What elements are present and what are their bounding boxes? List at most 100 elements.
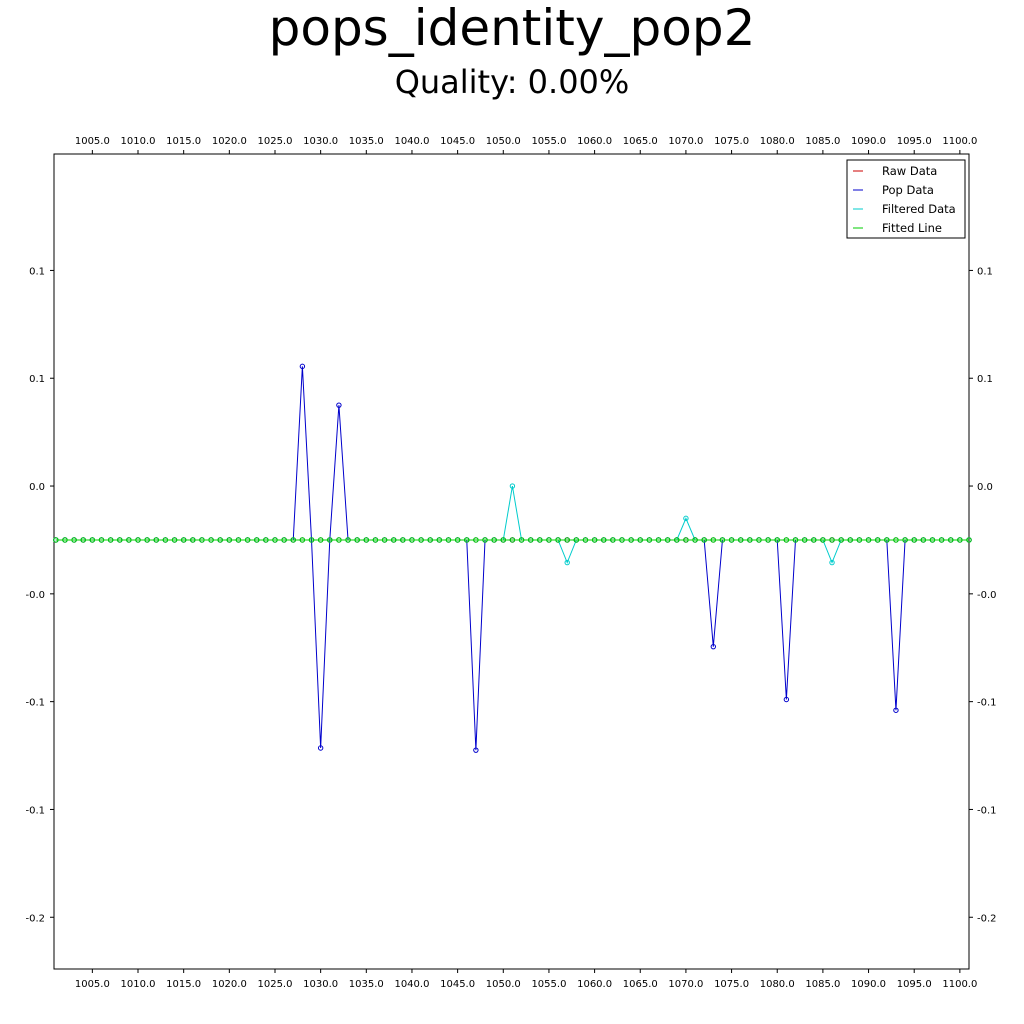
x-tick-label-top: 1055.0 [531, 136, 566, 147]
data-point-fitted-line [281, 537, 287, 543]
legend: Raw Data Pop Data Filtered Data Fitted Line [846, 159, 966, 239]
data-point-filtered-data [683, 515, 689, 522]
data-point-fitted-line [327, 537, 333, 543]
data-point-fitted-line [464, 537, 470, 543]
data-point-pop-data [299, 363, 306, 370]
data-point-fitted-line [53, 537, 59, 543]
data-point-fitted-line [71, 537, 77, 543]
data-point-fitted-line [820, 537, 826, 543]
x-tick-label-bottom: 1095.0 [897, 979, 932, 990]
data-point-fitted-line [153, 537, 159, 543]
data-point-fitted-line [792, 537, 799, 543]
data-point-filtered-data [829, 559, 835, 566]
x-tick-label-bottom: 1065.0 [623, 979, 658, 990]
y-tick-label-right: -0.1 [977, 698, 997, 709]
data-point-fitted-line [190, 537, 196, 543]
data-point-fitted-line [701, 537, 707, 543]
data-point-fitted-line [591, 537, 598, 543]
x-tick-label-top: 1095.0 [897, 136, 932, 147]
legend-label: Pop Data [882, 183, 934, 197]
data-point-fitted-line [829, 537, 835, 543]
x-tick-label-bottom: 1070.0 [668, 979, 703, 990]
x-tick-label-bottom: 1055.0 [531, 979, 566, 990]
data-point-fitted-line [445, 537, 452, 543]
data-point-fitted-line [774, 537, 780, 543]
y-tick-label-left: -0.0 [25, 590, 45, 601]
x-tick-label-top: 1050.0 [486, 136, 521, 147]
data-point-fitted-line [555, 537, 561, 543]
data-point-fitted-line [107, 537, 114, 543]
data-point-fitted-line [874, 537, 881, 543]
data-point-fitted-line [363, 537, 370, 543]
data-point-pop-data [317, 745, 324, 751]
x-tick-label-top: 1060.0 [577, 136, 612, 147]
data-point-fitted-line [117, 537, 123, 543]
data-point-fitted-line [317, 537, 324, 543]
data-point-fitted-line [811, 537, 817, 543]
y-tick-label-right: -0.0 [977, 590, 997, 601]
data-point-fitted-line [902, 537, 908, 543]
data-point-fitted-line [564, 537, 570, 543]
chart-subtitle: Quality: 0.00% [394, 63, 630, 101]
data-point-fitted-line [601, 537, 607, 543]
data-point-fitted-line [162, 537, 169, 543]
x-tick-label-bottom: 1090.0 [851, 979, 886, 990]
data-point-fitted-line [454, 537, 461, 543]
y-tick-label-left: -0.1 [25, 805, 45, 816]
data-point-fitted-line [500, 537, 506, 543]
x-tick-label-bottom: 1045.0 [440, 979, 475, 990]
y-tick-label-right: 0.0 [977, 482, 993, 493]
x-tick-label-bottom: 1030.0 [303, 979, 338, 990]
data-point-fitted-line [719, 537, 726, 543]
data-point-fitted-line [884, 537, 890, 543]
data-point-fitted-line [199, 537, 205, 543]
data-point-pop-data [893, 707, 899, 713]
data-point-fitted-line [957, 537, 963, 543]
data-point-fitted-line [573, 537, 580, 543]
data-point-fitted-line [948, 537, 954, 543]
data-point-fitted-line [938, 537, 945, 543]
x-tick-label-bottom: 1035.0 [349, 979, 384, 990]
data-point-fitted-line [171, 537, 178, 543]
data-point-fitted-line [728, 537, 735, 543]
x-tick-label-bottom: 1100.0 [942, 979, 977, 990]
data-point-fitted-line [80, 537, 86, 543]
data-point-fitted-line [674, 537, 680, 543]
x-tick-label-bottom: 1060.0 [577, 979, 612, 990]
x-tick-label-top: 1025.0 [257, 136, 292, 147]
data-point-fitted-line [847, 537, 853, 543]
data-point-fitted-line [180, 537, 187, 543]
data-point-fitted-line [628, 537, 634, 543]
y-tick-label-left: 0.1 [29, 374, 45, 385]
data-point-fitted-line [692, 537, 698, 543]
y-tick-label-right: -0.2 [977, 913, 997, 924]
data-point-fitted-line [345, 537, 351, 543]
legend-label: Fitted Line [882, 221, 942, 235]
data-point-fitted-line [537, 537, 543, 543]
data-point-fitted-line [509, 537, 516, 543]
data-point-pop-data [710, 643, 717, 650]
series-layer [53, 363, 972, 753]
x-tick-label-top: 1085.0 [805, 136, 840, 147]
x-tick-label-top: 1065.0 [623, 136, 658, 147]
data-point-fitted-line [244, 537, 251, 543]
data-point-fitted-line [664, 537, 671, 543]
data-point-fitted-line [217, 537, 223, 543]
data-point-fitted-line [336, 537, 342, 543]
data-point-fitted-line [473, 537, 479, 543]
data-point-fitted-line [409, 537, 415, 543]
data-point-fitted-line [765, 537, 771, 543]
legend-label: Raw Data [882, 164, 937, 178]
x-tick-label-top: 1005.0 [75, 136, 110, 147]
y-tick-label-left: 0.1 [29, 266, 45, 277]
data-point-fitted-line [372, 537, 379, 543]
data-point-filtered-data [564, 559, 570, 566]
x-tick-label-bottom: 1075.0 [714, 979, 749, 990]
x-tick-label-bottom: 1040.0 [394, 979, 429, 990]
data-point-fitted-line [235, 537, 242, 543]
data-point-pop-data [336, 402, 342, 408]
data-point-fitted-line [747, 537, 753, 543]
y-tick-label-right: 0.1 [977, 374, 993, 385]
data-point-fitted-line [546, 537, 552, 543]
